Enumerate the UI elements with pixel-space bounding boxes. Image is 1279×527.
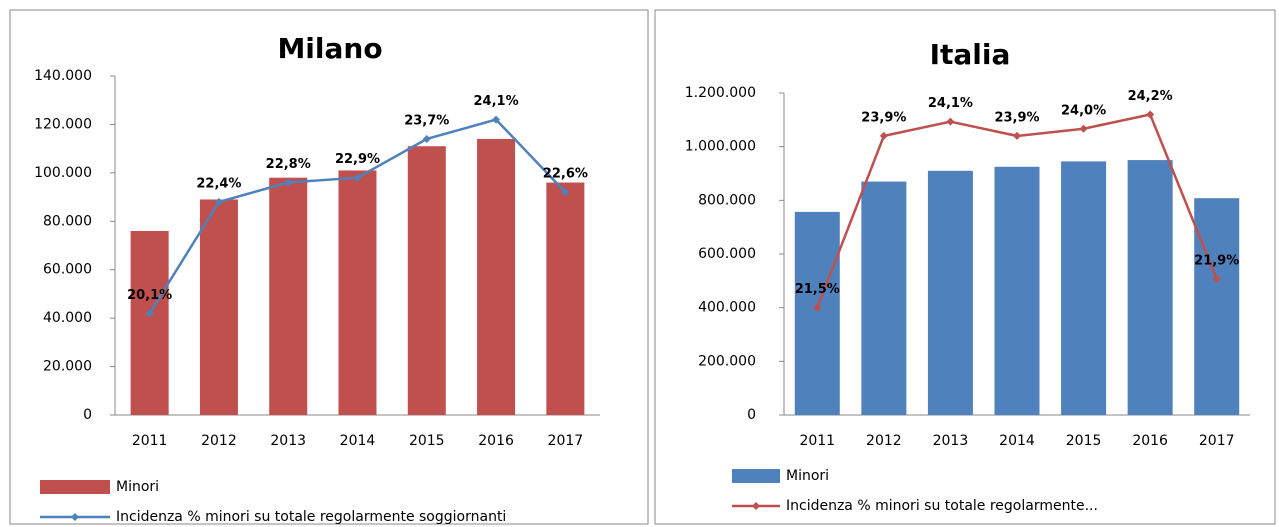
data-label: 24,1% [928,96,973,111]
x-tick-label: 2015 [1066,433,1102,449]
x-tick-label: 2017 [1199,433,1235,449]
data-label: 22,4% [196,176,241,191]
bar [1194,198,1240,415]
bar [546,182,585,415]
x-tick-label: 2017 [548,433,584,449]
y-tick-label: 400.000 [698,300,756,316]
marker [561,188,570,197]
data-label: 22,9% [335,152,380,167]
y-tick-label: 120.000 [34,116,92,132]
marker [813,303,822,312]
panel-border [654,9,1276,525]
bar [861,181,907,415]
bar [794,211,840,415]
bar [927,170,973,415]
marker [284,178,293,187]
marker [879,131,888,140]
chart-title: Italia [930,38,1011,71]
bar [199,199,238,415]
bar [130,230,169,415]
bar [1061,161,1107,415]
y-tick-label: 60.000 [43,262,92,278]
bar [994,166,1040,415]
x-tick-label: 2011 [132,433,168,449]
x-tick-label: 2012 [201,433,237,449]
chart-title: Milano [277,32,382,65]
data-label: 22,6% [543,167,588,182]
marker [492,115,501,124]
x-tick-label: 2016 [478,433,514,449]
data-label: 23,9% [861,110,906,125]
x-tick-label: 2013 [270,433,306,449]
y-tick-label: 80.000 [43,213,92,229]
y-tick-label: 0 [747,407,756,423]
x-tick-label: 2011 [799,433,835,449]
marker [1013,131,1021,140]
data-label: 23,7% [404,113,449,128]
x-tick-label: 2014 [999,433,1035,449]
marker [1079,124,1088,133]
legend-label: Minori [786,468,829,484]
y-tick-label: 140.000 [34,68,92,84]
data-label: 23,9% [994,110,1039,125]
x-tick-label: 2012 [866,433,902,449]
marker [946,117,955,126]
marker [353,173,362,182]
data-label: 24,0% [1061,103,1106,118]
bar [407,146,446,415]
data-label: 21,5% [795,282,840,297]
x-tick-label: 2014 [340,433,376,449]
data-label: 24,2% [1128,89,1173,104]
legend-label: Incidenza % minori su totale regolarment… [116,509,506,525]
data-label: 22,8% [266,157,311,172]
marker [1212,275,1221,284]
data-label: 20,1% [127,288,172,303]
marker [422,134,431,143]
y-tick-label: 1.000.000 [685,139,756,155]
y-tick-label: 40.000 [43,310,92,326]
y-tick-label: 1.200.000 [685,85,756,101]
x-tick-label: 2016 [1132,433,1168,449]
bar [1127,160,1173,415]
bar [269,177,308,415]
legend-swatch [40,480,110,494]
y-tick-label: 0 [83,407,92,423]
x-tick-label: 2015 [409,433,445,449]
legend-label: Incidenza % minori su totale regolarment… [786,498,1098,514]
x-tick-label: 2013 [933,433,969,449]
y-tick-label: 200.000 [698,353,756,369]
bar [477,138,516,415]
y-tick-label: 20.000 [43,359,92,375]
y-tick-label: 100.000 [34,165,92,181]
bar [338,170,377,415]
legend-swatch [732,469,780,483]
y-tick-label: 800.000 [698,192,756,208]
marker [214,197,223,206]
panel-border [9,9,649,525]
data-label: 21,9% [1194,254,1239,269]
marker [1146,110,1155,119]
legend-marker [752,502,760,510]
marker [145,309,154,318]
data-label: 24,1% [474,94,519,109]
y-tick-label: 600.000 [698,246,756,262]
legend-marker [71,513,79,521]
legend-label: Minori [116,479,159,495]
